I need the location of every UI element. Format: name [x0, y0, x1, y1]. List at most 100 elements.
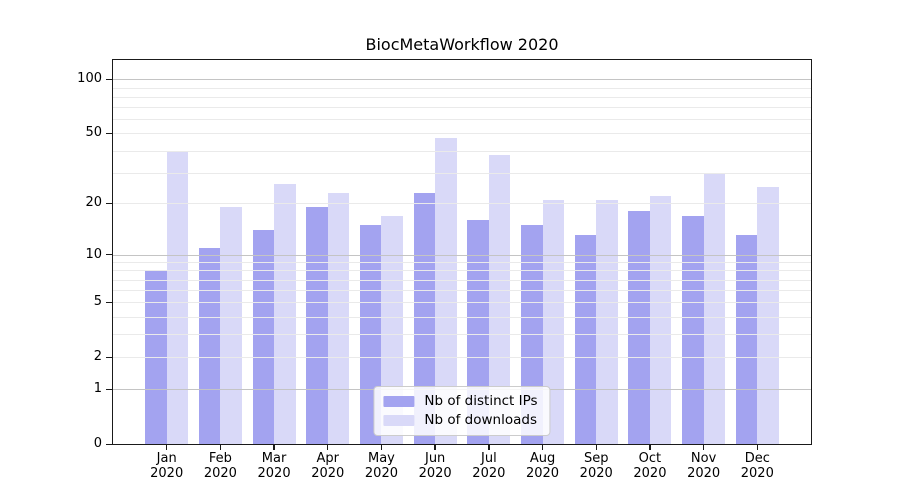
x-tick-label-year: 2020 — [203, 466, 237, 481]
legend: Nb of distinct IPs Nb of downloads — [373, 386, 551, 436]
x-tick-label-month: May — [368, 451, 395, 466]
gridline-minor-6 — [113, 290, 811, 292]
y-tick-label-50: 50 — [85, 125, 102, 141]
x-tick-label-month: Aug — [529, 451, 556, 466]
bar-downloads-mar — [274, 183, 296, 444]
x-tick-label-year: 2020 — [740, 466, 774, 481]
bar-downloads-apr — [327, 192, 350, 444]
x-tick-label-year: 2020 — [525, 466, 560, 481]
bar-downloads-sep — [596, 199, 618, 444]
legend-item-distinct-ips: Nb of distinct IPs — [383, 393, 538, 409]
gridline-minor-60 — [113, 119, 811, 121]
x-tick-feb — [219, 445, 222, 450]
y-tick-label-1: 1 — [93, 381, 102, 397]
x-tick-label-aug: Aug 2020 — [513, 451, 573, 481]
y-tick-10 — [106, 254, 112, 256]
x-tick-label-feb: Feb 2020 — [190, 451, 250, 481]
x-tick-label-may: May 2020 — [351, 451, 411, 481]
bar-downloads-nov — [703, 172, 726, 444]
y-tick-label-0: 0 — [93, 436, 102, 451]
y-tick-2 — [106, 356, 112, 359]
legend-label-downloads: Nb of downloads — [424, 412, 537, 428]
y-tick-label-100: 100 — [77, 71, 102, 87]
x-tick-label-month: Mar — [261, 451, 287, 466]
bar-distinct-ips-jan — [145, 270, 167, 444]
legend-swatch-downloads — [383, 415, 415, 426]
gridline-minor-4 — [113, 316, 811, 318]
x-tick-label-jan: Jan 2020 — [137, 451, 197, 481]
gridline-minor-7 — [113, 279, 811, 281]
y-tick-1 — [106, 388, 112, 391]
bar-downloads-jan — [166, 150, 189, 444]
gridline-major-10 — [113, 254, 811, 256]
x-tick-label-jun: Jun 2020 — [405, 451, 465, 481]
x-tick-label-month: Feb — [208, 451, 232, 466]
x-tick-label-month: Nov — [690, 451, 717, 466]
y-tick-100 — [106, 78, 112, 81]
x-tick-dec — [756, 445, 758, 450]
bar-downloads-jul — [488, 154, 511, 444]
plot-area: Nb of distinct IPs Nb of downloads — [112, 59, 812, 445]
x-tick-label-year: 2020 — [418, 466, 452, 481]
y-tick-50 — [106, 132, 112, 135]
x-tick-label-month: Oct — [638, 451, 662, 466]
x-tick-label-oct: Oct 2020 — [620, 451, 680, 481]
x-tick-label-jul: Jul 2020 — [459, 451, 519, 481]
x-tick-apr — [327, 445, 329, 450]
legend-item-downloads: Nb of downloads — [383, 413, 537, 428]
chart-title: BiocMetaWorkflow 2020 — [365, 35, 559, 54]
x-tick-jun — [434, 445, 436, 450]
gridline-minor-3 — [113, 334, 811, 336]
gridline-minor-5 — [113, 302, 811, 304]
gridline-minor-50 — [113, 133, 811, 135]
bar-downloads-feb — [220, 207, 242, 444]
x-tick-sep — [595, 445, 597, 450]
gridline-minor-30 — [113, 172, 811, 174]
bar-downloads-oct — [649, 196, 672, 444]
gridline-minor-8 — [113, 270, 811, 272]
bar-distinct-ips-apr — [306, 207, 328, 444]
bar-downloads-aug — [542, 199, 564, 444]
gridline-minor-9 — [113, 262, 811, 264]
x-tick-label-month: Jan — [156, 451, 177, 466]
x-tick-label-sep: Sep 2020 — [566, 451, 626, 481]
bar-distinct-ips-mar — [252, 230, 275, 444]
y-tick-5 — [106, 301, 112, 304]
y-tick-label-2: 2 — [93, 349, 102, 365]
x-tick-label-month: Dec — [744, 451, 770, 466]
legend-swatch-distinct-ips — [383, 396, 415, 407]
x-tick-label-year: 2020 — [257, 466, 291, 481]
x-tick-label-year: 2020 — [311, 466, 345, 481]
x-tick-label-month: Jun — [424, 451, 446, 466]
gridline-minor-40 — [113, 150, 811, 152]
legend-label-distinct-ips: Nb of distinct IPs — [424, 393, 538, 409]
gridline-minor-20 — [113, 203, 811, 205]
y-tick-label-20: 20 — [85, 195, 102, 211]
gridline-minor-80 — [113, 96, 811, 98]
bar-distinct-ips-nov — [682, 215, 704, 444]
x-tick-nov — [702, 445, 705, 450]
bar-distinct-ips-sep — [574, 235, 597, 444]
bar-distinct-ips-oct — [628, 211, 650, 444]
gridline-minor-70 — [113, 107, 811, 109]
x-tick-label-year: 2020 — [633, 466, 667, 481]
x-tick-oct — [649, 445, 651, 450]
bar-downloads-dec — [757, 186, 779, 444]
x-tick-mar — [273, 445, 275, 450]
x-tick-label-year: 2020 — [150, 466, 184, 481]
x-tick-label-mar: Mar 2020 — [244, 451, 304, 481]
bar-distinct-ips-jun — [413, 192, 436, 444]
x-tick-label-apr: Apr 2020 — [298, 451, 358, 481]
x-tick-jul — [488, 445, 490, 450]
gridline-minor-90 — [113, 87, 811, 89]
x-tick-label-month: Apr — [316, 451, 340, 466]
x-tick-label-nov: Nov 2020 — [674, 451, 734, 481]
x-tick-label-year: 2020 — [364, 466, 398, 481]
x-tick-label-year: 2020 — [579, 466, 613, 481]
y-tick-0 — [106, 443, 112, 445]
x-tick-label-year: 2020 — [687, 466, 721, 481]
x-tick-label-year: 2020 — [472, 466, 506, 481]
bar-distinct-ips-dec — [735, 235, 758, 444]
x-tick-label-month: Sep — [583, 451, 609, 466]
